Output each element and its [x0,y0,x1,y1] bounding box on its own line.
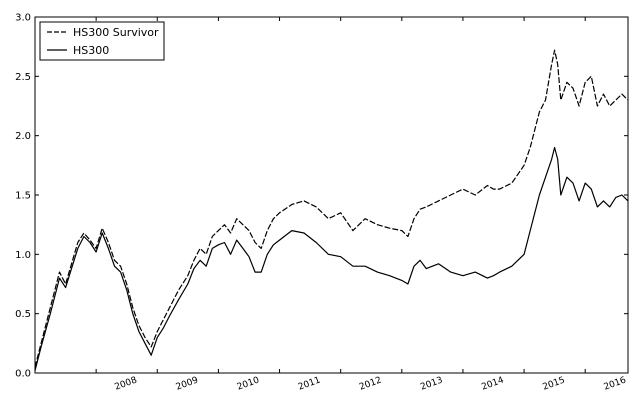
xtick-label: 2014 [480,375,505,392]
xtick-label: 2011 [297,376,322,393]
plot-area: 0.0 0.5 1.0 1.5 2.0 2.5 3.0 2008 2009 2010 2011 20… [15,13,629,393]
series-layer [34,49,629,371]
series-line-hs300-survivor [34,49,629,368]
series-line-hs300 [34,146,629,371]
y-axis: 0.0 0.5 1.0 1.5 2.0 2.5 3.0 [15,13,628,380]
plot-frame [34,16,629,374]
xtick-label: 2016 [603,375,628,392]
legend-box [39,21,165,61]
ytick-label: 3.0 [15,13,31,24]
legend-label-hs300-survivor: HS300 Survivor [73,26,159,39]
xtick-label: 2008 [114,375,139,392]
ytick-label: 0.0 [15,369,31,380]
ytick-label: 0.5 [15,309,31,320]
ytick-label: 2.0 [15,131,31,142]
ytick-label: 1.0 [15,250,31,261]
ytick-label: 2.5 [15,72,31,83]
xtick-label: 2012 [358,376,383,393]
xtick-label: 2015 [541,376,566,393]
ytick-label: 1.5 [15,191,31,202]
xtick-label: 2013 [419,376,444,393]
xtick-label: 2010 [236,375,261,392]
legend: HS300 Survivor HS300 [39,21,165,61]
xtick-label: 2009 [175,375,200,392]
legend-label-hs300: HS300 [73,44,109,57]
